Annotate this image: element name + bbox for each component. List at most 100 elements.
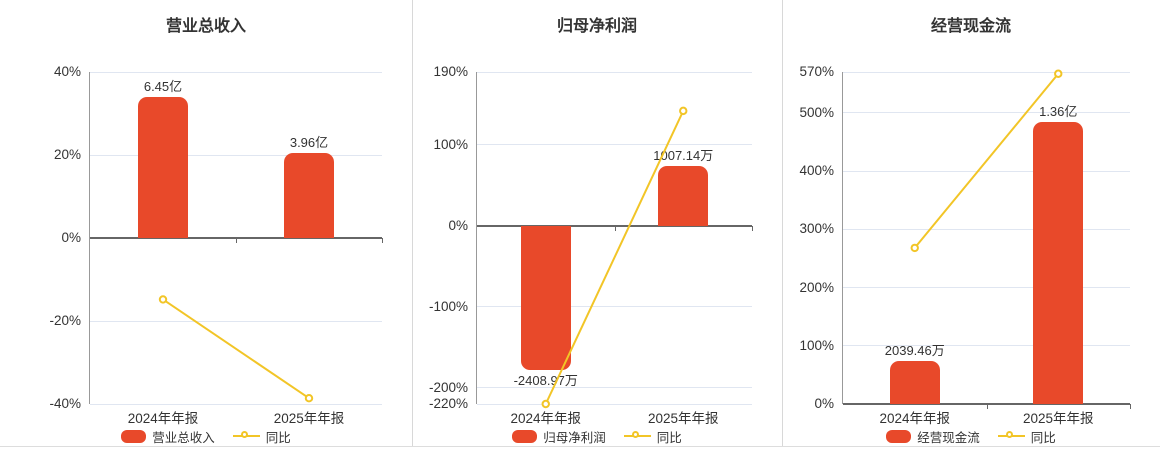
legend-line-icon (997, 430, 1025, 443)
bar-value-label: 6.45亿 (143, 78, 183, 94)
x-axis-category-label: 2024年年报 (127, 411, 199, 426)
legend-line-icon (623, 430, 651, 443)
chart-plot-area-revenue: 40% 20% 0% -20% -40% 6.45亿 2024年年报 3.96亿 2025年年报 (0, 0, 412, 450)
gridline (843, 287, 1130, 288)
x-axis-tick (986, 404, 988, 409)
chart-plot-area-net-profit: 190% 100% 0% -100% -200% -220% -2408.97万 2024年年… (412, 0, 782, 450)
legend-item-同比[interactable]: 同比 (997, 427, 1056, 446)
yoy-line-point[interactable] (910, 243, 919, 253)
gridline (90, 71, 382, 73)
yoy-line-point[interactable] (1054, 69, 1063, 78)
chart-title-cash-flow: 经营现金流 (930, 18, 1011, 35)
bar-value-label: 1.36亿 (1039, 103, 1078, 119)
bar-归母净利润-2024年年报[interactable] (520, 225, 571, 370)
x-axis-tick (236, 238, 237, 243)
y-axis-tick-label: 100% (433, 136, 468, 152)
chart-legend-net-profit: 归母净利润 同比 (412, 426, 782, 446)
legend-item-同比[interactable]: 同比 (623, 427, 682, 446)
legend-bar-swatch (886, 429, 912, 443)
gridline (477, 306, 752, 308)
gridline (477, 71, 752, 73)
bar-营业总收入-2025年年报[interactable] (284, 152, 334, 238)
legend-line-icon (232, 430, 260, 443)
bar-经营现金流-2024年年报[interactable] (889, 361, 940, 404)
legend-line-ring (240, 430, 248, 438)
chart-panel-cash-flow: 经营现金流 570% 500% 400% 300% 200% 100% 0% 2039.46万… (782, 0, 1160, 450)
bar-经营现金流-2025年年报[interactable] (1033, 121, 1084, 404)
legend-item-经营现金流[interactable]: 经营现金流 (886, 427, 980, 446)
y-axis-line (89, 72, 90, 404)
gridline (477, 403, 752, 405)
chart-panel-revenue: 营业总收入 40% 20% 0% -20% -40% 6.45亿 2024年年报 3.96亿 2… (0, 0, 412, 450)
chart-title-net-profit: 归母净利润 (556, 18, 637, 35)
y-axis-tick-label: 300% (799, 221, 834, 237)
panel-divider (782, 0, 783, 447)
y-axis-tick-label: -40% (49, 396, 81, 411)
legend-item-营业总收入[interactable]: 营业总收入 (121, 427, 215, 446)
bar-营业总收入-2024年年报[interactable] (138, 96, 188, 238)
y-axis-line (842, 72, 843, 404)
gridline (90, 154, 382, 156)
y-axis-tick-label: 400% (799, 163, 834, 179)
x-axis-category-label: 2025年年报 (1022, 411, 1094, 426)
y-axis-tick-label: 100% (799, 337, 834, 353)
gridline (843, 345, 1130, 347)
bar-value-label: -2408.97万 (513, 372, 578, 388)
yoy-line-layer (910, 69, 1063, 253)
yoy-line-point[interactable] (158, 295, 168, 304)
x-axis-category-label: 2025年年报 (647, 411, 719, 426)
y-axis-tick-label: 0% (448, 217, 468, 233)
chart-legend-revenue: 营业总收入 同比 (0, 426, 412, 446)
bar-value-label: 1007.14万 (653, 147, 714, 163)
legend-label: 同比 (265, 430, 291, 445)
y-axis-tick-label: -100% (428, 298, 468, 314)
y-axis-tick-label: 190% (433, 64, 468, 79)
y-axis-tick-label: 570% (799, 64, 834, 79)
legend-item-同比[interactable]: 同比 (232, 427, 291, 446)
legend-label: 归母净利润 (543, 430, 606, 445)
y-axis-tick-label: 20% (53, 147, 81, 162)
y-axis-tick-label: 0% (61, 230, 81, 245)
y-axis-tick-label: 40% (53, 64, 81, 79)
legend-bar-swatch (121, 429, 147, 443)
x-axis-tick (1130, 404, 1131, 409)
x-axis-category-label: 2024年年报 (879, 411, 951, 426)
y-axis-tick-label: 500% (799, 104, 834, 120)
legend-label: 同比 (656, 430, 682, 445)
legend-line-ring (1005, 430, 1013, 438)
panel-divider (412, 0, 413, 447)
y-axis-tick-label: -220% (428, 396, 468, 411)
x-axis-category-label: 2024年年报 (510, 411, 582, 426)
gridline (843, 228, 1130, 230)
legend-item-归母净利润[interactable]: 归母净利润 (512, 427, 606, 446)
chart-plot-area-cash-flow: 570% 500% 400% 300% 200% 100% 0% 2039.46万 2024年年… (782, 0, 1160, 450)
yoy-line-point[interactable] (304, 393, 314, 403)
bottom-border (0, 446, 1160, 447)
yoy-line (162, 298, 310, 400)
gridline (90, 403, 382, 405)
bar-归母净利润-2025年年报[interactable] (658, 165, 709, 226)
legend-label: 经营现金流 (917, 430, 980, 445)
gridline (843, 170, 1130, 172)
bar-value-label: 3.96亿 (289, 134, 329, 150)
x-axis-category-label: 2025年年报 (273, 411, 345, 426)
x-axis-tick (382, 238, 383, 243)
legend-label: 同比 (1030, 430, 1056, 445)
legend-label: 营业总收入 (152, 430, 215, 445)
bar-value-label: 2039.46万 (884, 343, 945, 359)
gridline (843, 71, 1130, 73)
y-axis-tick-label: 200% (799, 279, 834, 295)
gridline (477, 144, 752, 146)
y-axis-line (476, 72, 477, 404)
chart-title-revenue: 营业总收入 (165, 18, 246, 35)
yoy-line-point[interactable] (679, 106, 688, 116)
x-axis-tick (614, 225, 616, 231)
gridline (90, 320, 382, 322)
legend-line-ring (631, 430, 639, 438)
yoy-line-point[interactable] (541, 399, 550, 409)
legend-bar-swatch (512, 429, 538, 443)
x-axis-tick (752, 225, 753, 231)
y-axis-tick-label: -20% (49, 313, 81, 328)
y-axis-tick-label: -200% (428, 379, 468, 395)
